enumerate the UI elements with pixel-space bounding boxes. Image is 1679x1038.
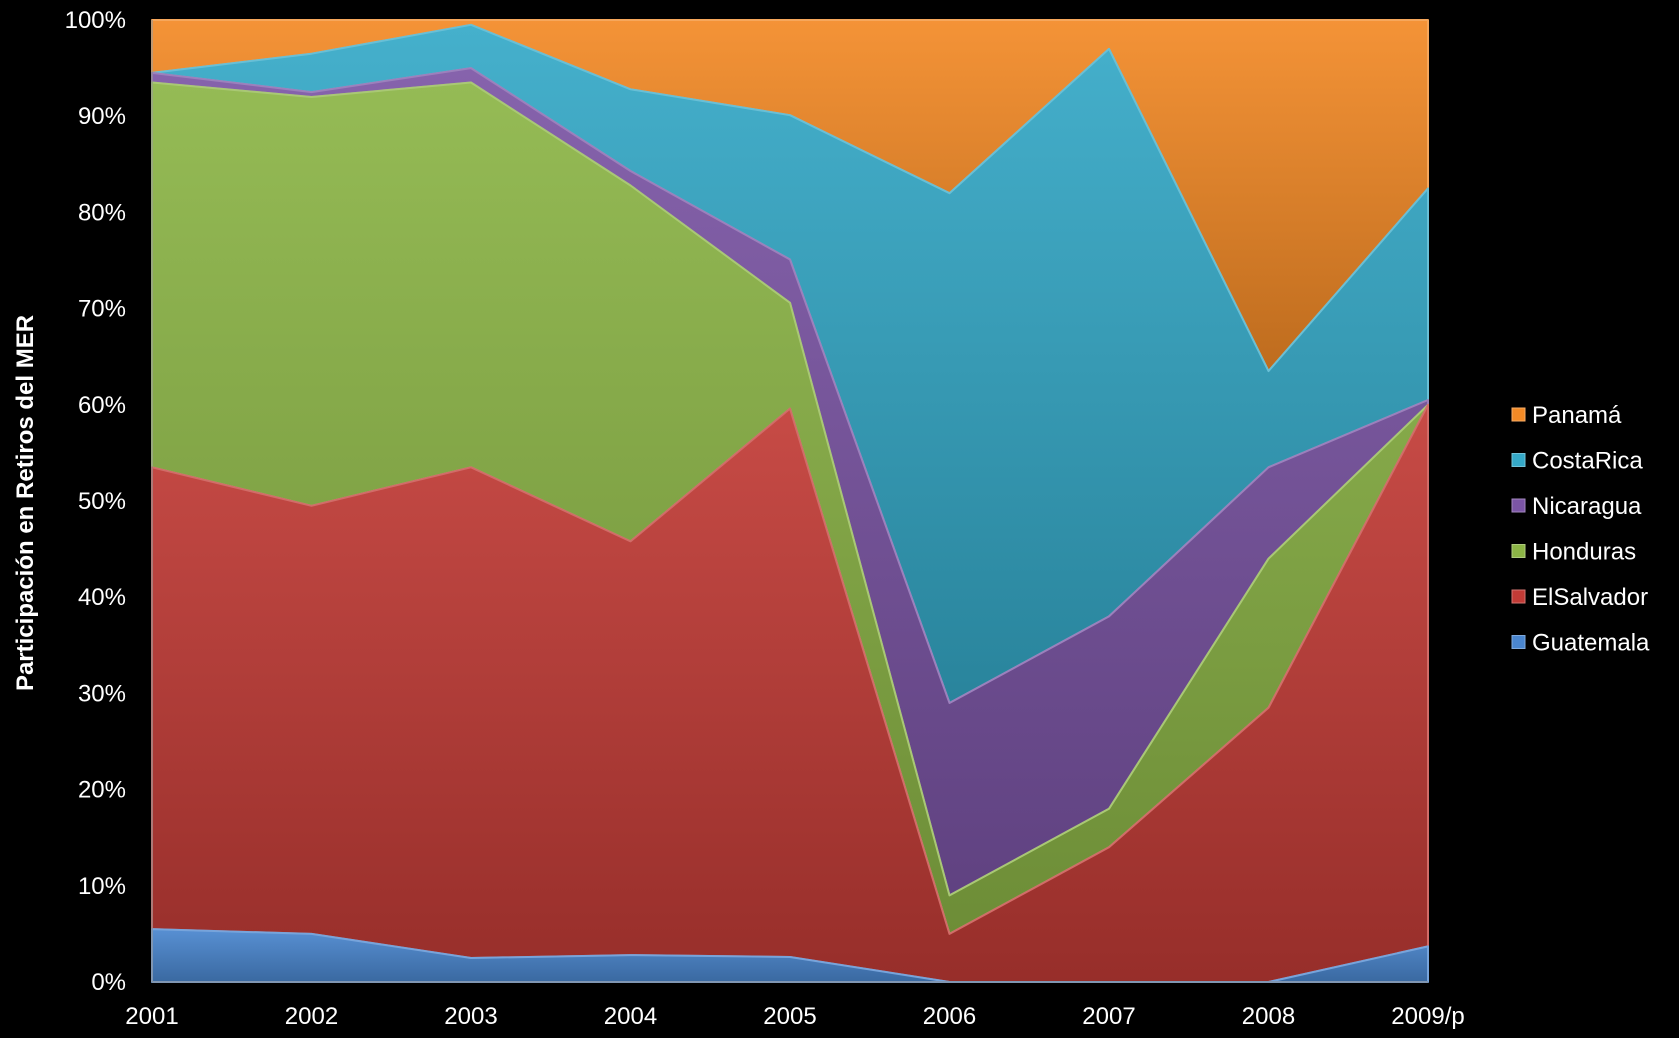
x-tick-label: 2005 (763, 1003, 816, 1030)
legend-label: Panamá (1532, 402, 1622, 429)
x-axis: 2001 2002 2003 2004 2005 2006 2007 2008 2009/p (125, 981, 1465, 1030)
y-axis: 0% 10% 20% 30% 40% 50% 60% 70% 80% 90% 100% (65, 7, 153, 996)
legend-label: CostaRica (1532, 448, 1643, 475)
legend-item-elsalvador: ElSalvador (1511, 584, 1648, 611)
y-tick-label: 30% (78, 680, 126, 707)
y-tick-label: 90% (78, 103, 126, 130)
legend-swatch (1511, 453, 1526, 467)
legend-label: Honduras (1532, 539, 1636, 566)
legend-swatch (1511, 544, 1526, 558)
y-tick-label: 40% (78, 584, 126, 611)
x-tick-label: 2002 (285, 1003, 338, 1030)
y-tick-label: 60% (78, 392, 126, 419)
legend-item-costarica: CostaRica (1511, 448, 1643, 475)
area-layer (151, 19, 1429, 983)
y-tick-label: 10% (78, 873, 126, 900)
x-tick-label: 2006 (923, 1003, 976, 1030)
y-tick-label: 70% (78, 296, 126, 323)
y-tick-label: 100% (65, 7, 126, 34)
x-tick-label: 2009/p (1391, 1003, 1464, 1030)
x-tick-label: 2008 (1242, 1003, 1295, 1030)
x-tick-label: 2001 (125, 1003, 178, 1030)
y-tick-label: 50% (78, 488, 126, 515)
legend-swatch (1511, 635, 1526, 649)
legend-swatch (1511, 589, 1526, 604)
y-tick-label: 0% (91, 969, 126, 996)
legend-item-nicaragua: Nicaragua (1511, 493, 1642, 520)
legend-item-honduras: Honduras (1511, 539, 1636, 566)
y-tick-label: 20% (78, 777, 126, 804)
y-axis-title: Participación en Retiros del MER (12, 315, 39, 691)
legend-swatch (1511, 498, 1526, 513)
legend-item-panamá: Panamá (1511, 402, 1622, 429)
y-tick-label: 80% (78, 199, 126, 226)
x-tick-label: 2003 (444, 1003, 497, 1030)
legend-item-guatemala: Guatemala (1511, 630, 1650, 657)
x-tick-label: 2007 (1082, 1003, 1135, 1030)
legend-label: Guatemala (1532, 630, 1650, 657)
legend-swatch (1511, 407, 1526, 422)
legend-label: ElSalvador (1532, 584, 1648, 611)
legend: Panamá CostaRica Nicaragua Honduras ElSalvad… (1511, 402, 1650, 657)
x-tick-label: 2004 (604, 1003, 657, 1030)
legend-label: Nicaragua (1532, 493, 1642, 520)
